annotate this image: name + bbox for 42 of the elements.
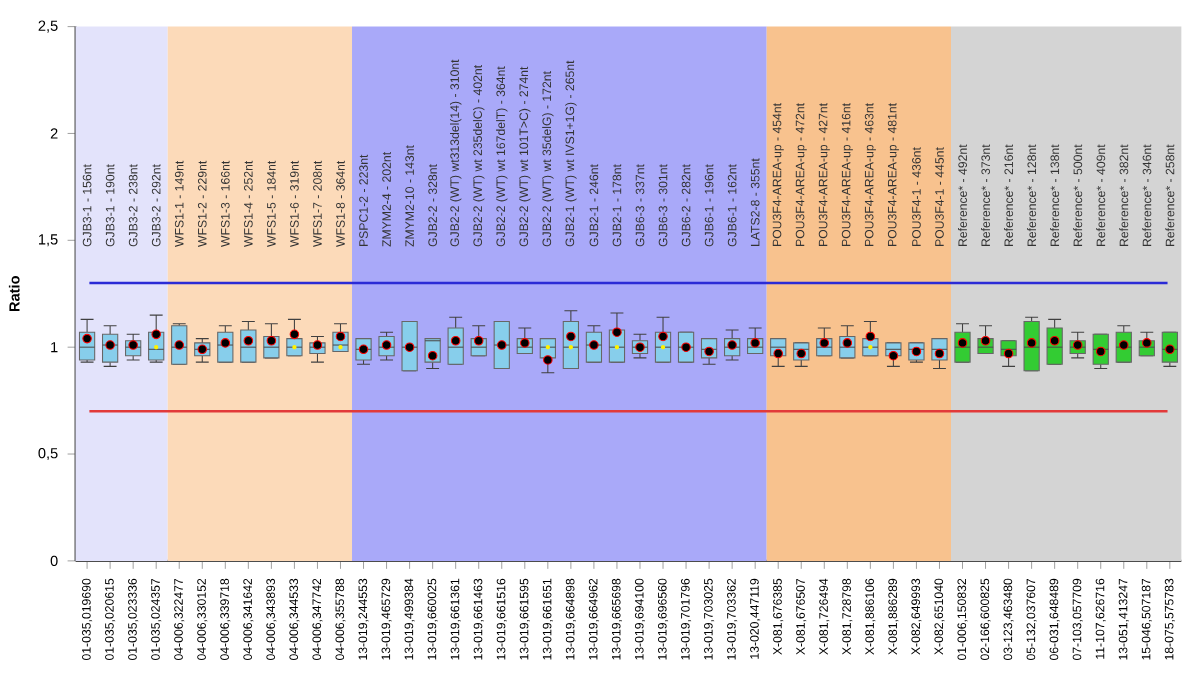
point	[681, 342, 691, 353]
point	[82, 333, 92, 344]
point	[266, 336, 277, 346]
point	[704, 346, 714, 357]
point	[220, 338, 231, 348]
point	[1095, 346, 1106, 357]
point	[612, 327, 622, 338]
point	[450, 336, 461, 346]
point	[1003, 348, 1014, 359]
point	[427, 351, 438, 361]
point	[289, 329, 300, 340]
point	[1165, 344, 1175, 355]
point	[404, 342, 415, 353]
point	[312, 340, 323, 350]
point	[358, 344, 369, 355]
point	[128, 340, 138, 350]
point	[543, 355, 553, 365]
point	[473, 336, 484, 346]
point	[658, 331, 668, 342]
point	[888, 351, 899, 361]
point	[1118, 340, 1129, 350]
point	[174, 340, 185, 350]
point	[381, 340, 392, 350]
point	[243, 336, 254, 346]
point	[520, 338, 530, 348]
point	[865, 331, 876, 342]
point	[934, 348, 945, 359]
point	[151, 329, 161, 340]
point	[727, 340, 737, 350]
point	[750, 338, 760, 348]
point	[1049, 336, 1060, 346]
point	[1142, 338, 1152, 348]
point	[796, 348, 807, 359]
point	[957, 338, 968, 348]
point	[1026, 338, 1037, 348]
point	[842, 338, 853, 348]
point	[819, 338, 830, 348]
point	[980, 336, 991, 346]
point	[566, 331, 576, 342]
point	[1072, 340, 1083, 350]
point	[335, 331, 346, 342]
point	[773, 348, 783, 359]
